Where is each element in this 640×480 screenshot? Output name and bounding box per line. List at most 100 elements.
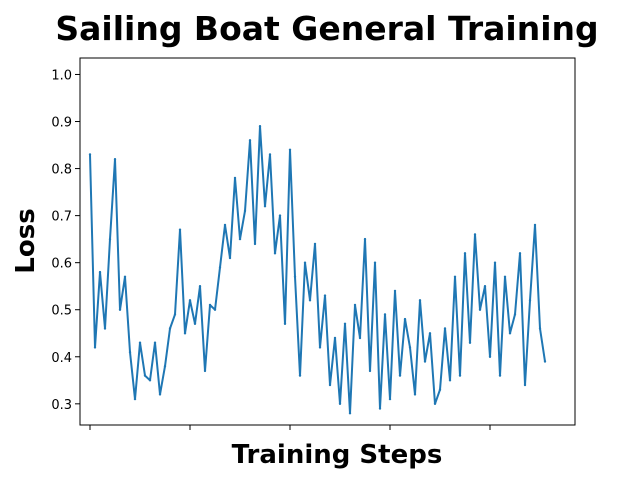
data-point: [518, 252, 522, 255]
data-point: [393, 289, 397, 293]
data-point: [223, 223, 227, 227]
data-point: [478, 308, 482, 311]
data-point: [383, 313, 387, 316]
data-point: [538, 327, 542, 330]
data-point: [98, 270, 102, 274]
data-point: [458, 374, 462, 377]
data-point: [108, 237, 112, 241]
data-point: [378, 407, 382, 410]
data-point: [388, 397, 392, 401]
data-point: [493, 261, 497, 264]
data-point: [528, 299, 532, 302]
data-point: [373, 261, 377, 264]
data-point: [123, 275, 127, 278]
data-point: [103, 327, 107, 330]
data-point: [473, 233, 477, 236]
data-point: [148, 379, 152, 382]
data-point: [468, 341, 472, 344]
data-point: [358, 336, 362, 340]
data-point: [93, 346, 97, 349]
data-point: [368, 369, 372, 373]
loss-series-line: [89, 125, 546, 415]
data-point: [343, 322, 347, 325]
data-point: [508, 332, 512, 335]
data-point: [288, 148, 292, 151]
data-point: [323, 294, 327, 297]
data-point: [488, 355, 492, 358]
data-point: [173, 313, 177, 316]
y-tick-label: 0.6: [51, 257, 72, 272]
data-point: [218, 266, 222, 269]
y-axis: 0.3 0.4 0.5 0.6 0.7 0.8 0.9 1.0: [51, 68, 80, 413]
data-point: [293, 275, 297, 278]
data-point: [308, 299, 312, 302]
data-point: [138, 341, 142, 344]
data-point: [433, 402, 437, 405]
data-point: [188, 299, 192, 302]
data-point: [498, 374, 502, 377]
data-point: [423, 360, 427, 363]
data-point: [183, 332, 187, 335]
data-point: [273, 252, 277, 255]
data-point: [318, 346, 322, 349]
data-point: [463, 252, 467, 255]
data-point: [283, 322, 287, 325]
data-point: [128, 350, 132, 354]
y-tick-label: 0.7: [51, 210, 72, 225]
data-point: [543, 360, 547, 363]
data-point: [453, 275, 457, 278]
data-point: [448, 379, 452, 382]
data-point: [158, 393, 162, 396]
data-point: [523, 383, 527, 387]
data-point: [428, 332, 432, 335]
x-axis: [89, 425, 491, 430]
data-point: [178, 228, 182, 231]
data-point: [118, 308, 122, 311]
data-point: [163, 365, 167, 368]
data-point: [278, 214, 282, 217]
data-point: [243, 209, 247, 213]
data-point: [483, 285, 487, 288]
data-point: [313, 242, 317, 246]
data-point: [113, 158, 117, 161]
plot-frame: [79, 57, 576, 426]
data-point: [228, 256, 232, 260]
data-point: [208, 303, 212, 307]
data-point: [348, 412, 352, 415]
y-tick-label: 1.0: [51, 68, 72, 83]
data-point: [258, 125, 262, 128]
data-point: [263, 205, 267, 208]
data-point: [233, 176, 237, 180]
data-point: [533, 223, 537, 227]
y-tick-label: 0.3: [51, 398, 72, 413]
data-point: [133, 397, 137, 401]
data-point: [248, 139, 252, 142]
data-point: [168, 327, 172, 330]
data-point: [303, 261, 307, 264]
data-point: [438, 388, 442, 391]
data-point: [153, 341, 157, 344]
data-point: [198, 285, 202, 288]
data-point: [298, 374, 302, 377]
data-point: [513, 313, 517, 316]
data-point: [413, 393, 417, 396]
data-point: [203, 369, 207, 373]
data-point: [333, 336, 337, 340]
data-point: [238, 237, 242, 241]
y-tick-label: 0.5: [51, 304, 72, 319]
data-point: [398, 374, 402, 377]
data-point: [143, 374, 147, 377]
data-point: [443, 327, 447, 330]
data-point: [253, 242, 257, 246]
data-point: [353, 303, 357, 307]
y-tick-label: 0.8: [51, 163, 72, 178]
data-point: [328, 383, 332, 387]
y-tick-label: 0.9: [51, 116, 72, 131]
y-tick-label: 0.4: [51, 351, 72, 366]
data-point: [193, 322, 197, 325]
data-point: [363, 237, 367, 241]
data-point: [408, 346, 412, 349]
data-point: [268, 153, 272, 156]
data-point: [88, 153, 92, 156]
